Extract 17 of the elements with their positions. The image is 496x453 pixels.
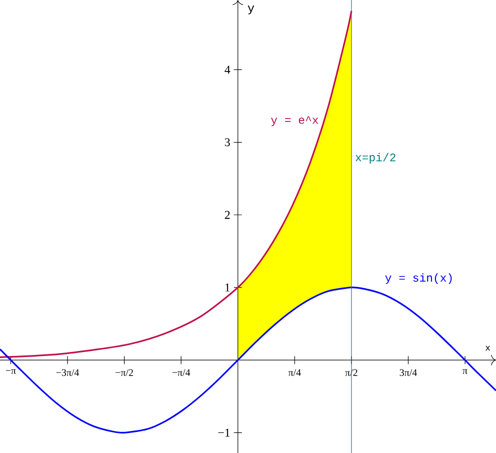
x-tick-label: π/4 — [288, 369, 301, 376]
y-axis-title: y — [248, 6, 254, 14]
x-tick-label: 3π/4 — [400, 369, 417, 376]
x-axis-title: x — [486, 346, 490, 351]
y-tick-label: 3 — [224, 138, 230, 146]
series-label: y = e^x — [271, 116, 318, 126]
y-tick-label: 1 — [225, 284, 230, 292]
x-tick-label: −π/4 — [172, 369, 190, 376]
y-tick-label: −1 — [218, 428, 230, 437]
x-tick-label: −3π/4 — [56, 369, 80, 376]
x-tick-label: −π — [6, 369, 16, 374]
ref-line-label: x=pi/2 — [356, 152, 396, 164]
y-tick-label: 4 — [224, 66, 230, 74]
x-tick-label: −π/2 — [116, 369, 133, 376]
y-tick-label: 2 — [224, 210, 230, 219]
series-label: y = sin(x) — [385, 273, 452, 284]
x-tick-label: π — [462, 369, 468, 374]
